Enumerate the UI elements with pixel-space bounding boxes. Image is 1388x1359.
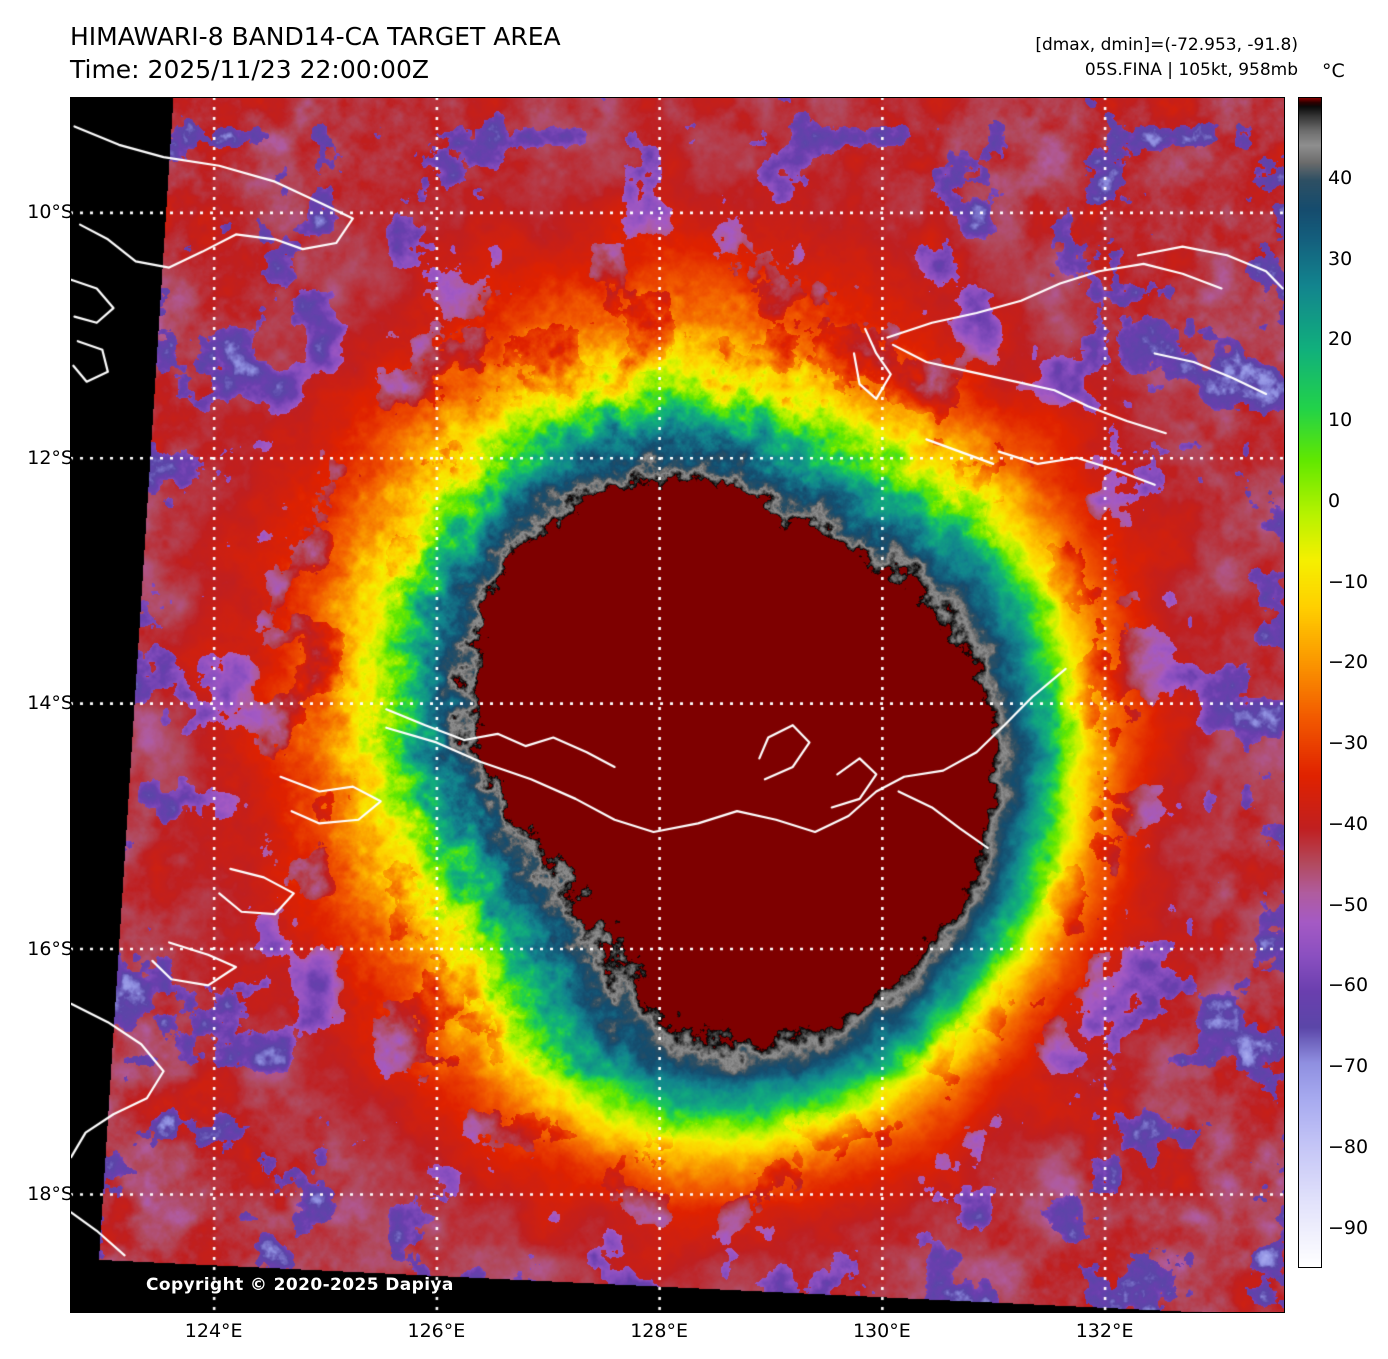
lat-tick-3: 16°S (27, 937, 73, 960)
lat-tick-0: 10°S (27, 201, 73, 224)
colorbar (1298, 97, 1322, 1268)
title-line: HIMAWARI-8 BAND14-CA TARGET AREA (70, 22, 561, 51)
colorbar-tick-13: −90 (1328, 1216, 1369, 1239)
colorbar-unit-label: °C (1322, 60, 1345, 82)
lat-tick-2: 14°S (27, 692, 73, 715)
colorbar-tick-11: −70 (1328, 1055, 1369, 1078)
timestamp-line: Time: 2025/11/23 22:00:00Z (70, 55, 429, 84)
colorbar-tick-0: 40 (1328, 166, 1353, 189)
lon-tick-1: 126°E (407, 1320, 466, 1342)
colorbar-tick-2: 20 (1328, 328, 1353, 351)
lon-tick-2: 128°E (630, 1320, 688, 1342)
lon-tick-0: 124°E (184, 1320, 243, 1342)
dmax-dmin-label: [dmax, dmin]=(-72.953, -91.8) (1035, 35, 1298, 55)
colorbar-gradient (1299, 98, 1321, 1267)
colorbar-tick-12: −80 (1328, 1135, 1369, 1158)
lon-tick-4: 132°E (1075, 1320, 1134, 1342)
metadata-block: [dmax, dmin]=(-72.953, -91.8) 05S.FINA | … (1035, 33, 1298, 82)
colorbar-tick-4: 0 (1328, 489, 1341, 512)
lat-tick-1: 12°S (27, 446, 73, 469)
colorbar-tick-8: −40 (1328, 812, 1369, 835)
colorbar-tick-5: −10 (1328, 570, 1369, 593)
colorbar-tick-3: 10 (1328, 409, 1353, 432)
colorbar-tick-1: 30 (1328, 247, 1353, 270)
page-title: HIMAWARI-8 BAND14-CA TARGET AREA Time: 20… (70, 20, 561, 86)
colorbar-tick-7: −30 (1328, 732, 1369, 755)
colorbar-tick-6: −20 (1328, 651, 1369, 674)
storm-info-label: 05S.FINA | 105kt, 958mb (1084, 59, 1298, 80)
satellite-plot-area: Copyright © 2020-2025 Dapiya (70, 97, 1285, 1313)
lat-tick-4: 18°S (27, 1182, 73, 1205)
colorbar-tick-9: −50 (1328, 893, 1369, 916)
infrared-imagery (70, 97, 1285, 1313)
colorbar-tick-10: −60 (1328, 974, 1369, 997)
lon-tick-3: 130°E (852, 1320, 911, 1342)
copyright-text: Copyright © 2020-2025 Dapiya (146, 1275, 454, 1295)
